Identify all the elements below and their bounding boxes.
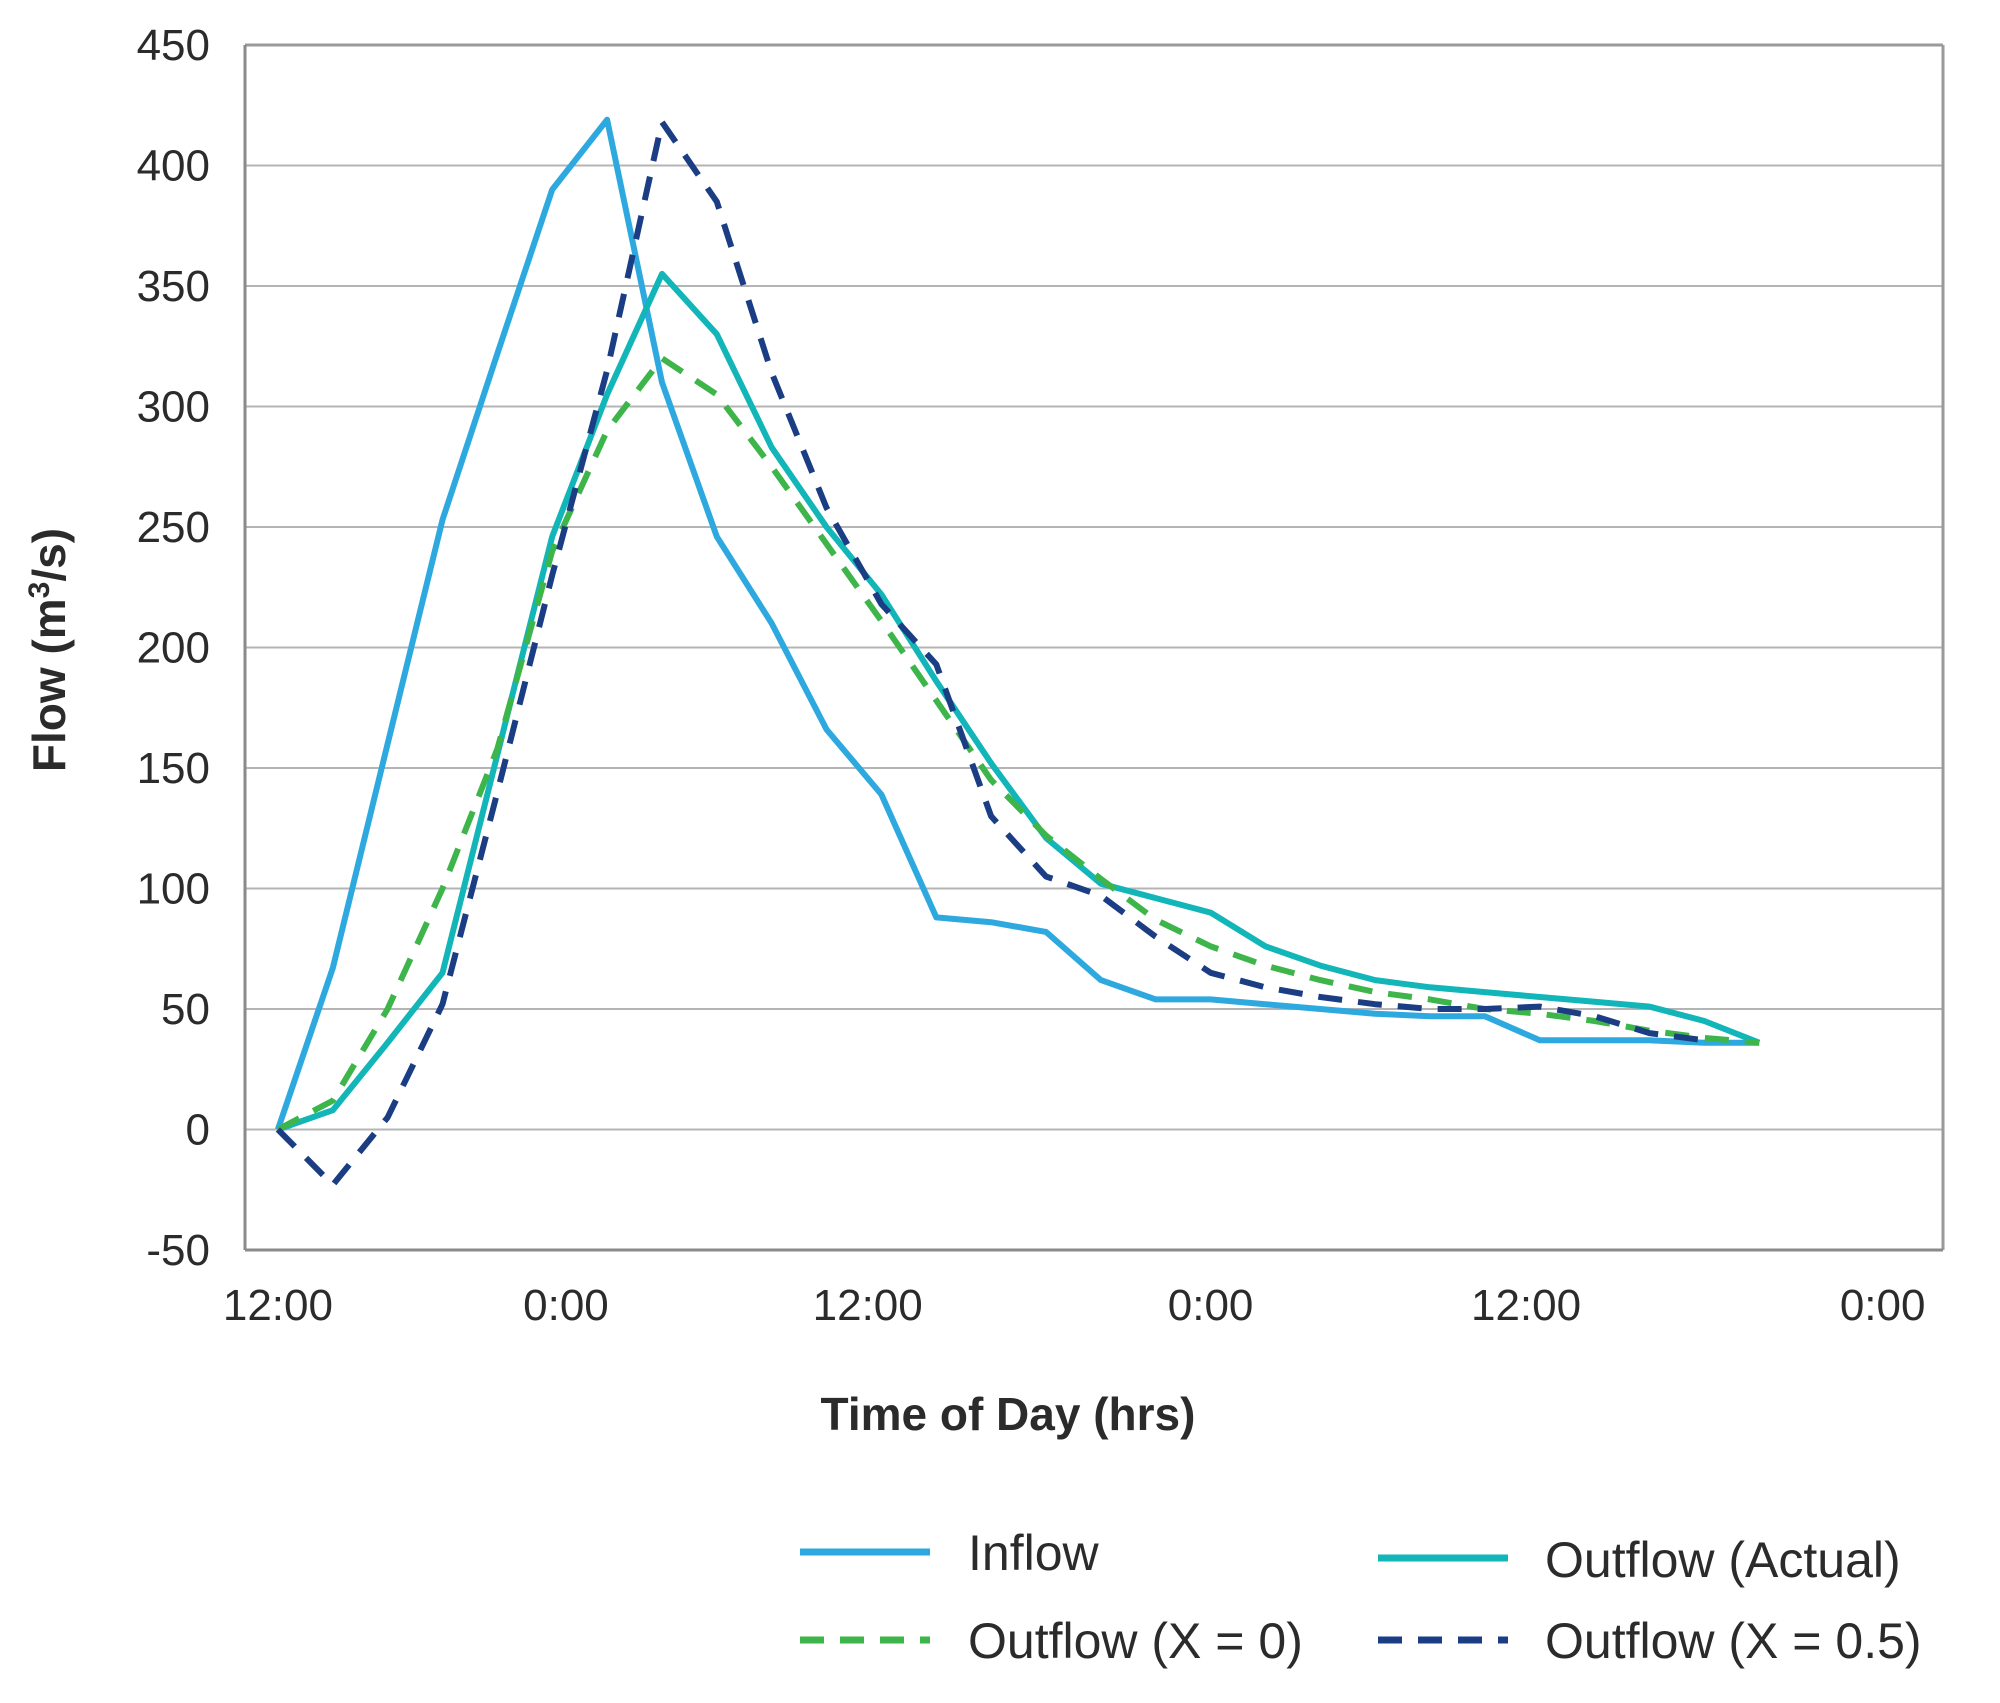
series-line-outflow-actual — [276, 270, 1761, 1133]
legend-label-outflow-x-0-5: Outflow (X = 0.5) — [1545, 1613, 1922, 1669]
x-axis-title: Time of Day (hrs) — [821, 1388, 1196, 1440]
legend-label-inflow: Inflow — [968, 1525, 1100, 1581]
y-tick-label: 400 — [137, 142, 210, 191]
x-tick-label: 0:00 — [1840, 1281, 1926, 1330]
y-axis-title-main: Flow (m — [23, 598, 75, 772]
y-axis-ticks: -50 0 50 100 150 200 250 300 350 400 450 — [137, 21, 210, 1275]
legend-label-outflow-x-0: Outflow (X = 0) — [968, 1613, 1303, 1669]
series-line-inflow — [275, 116, 1760, 1131]
x-tick-label: 0:00 — [1168, 1281, 1254, 1330]
x-axis-ticks: 12:00 0:00 12:00 0:00 12:00 0:00 — [223, 1281, 1926, 1330]
x-tick-label: 12:00 — [813, 1281, 923, 1330]
legend: Inflow Outflow (Actual) Outflow (X = 0) Out… — [800, 1525, 1922, 1669]
y-tick-label: 300 — [137, 383, 210, 432]
y-tick-label: 50 — [161, 985, 210, 1034]
y-tick-label: 200 — [137, 624, 210, 673]
y-tick-label: 0 — [186, 1106, 210, 1155]
y-tick-label: 450 — [137, 21, 210, 70]
x-tick-label: 12:00 — [223, 1281, 333, 1330]
grid — [245, 164, 1943, 1131]
y-tick-label: -50 — [146, 1226, 210, 1275]
series-line-outflow-x-0-5 — [275, 119, 1705, 1188]
y-tick-label: 150 — [137, 744, 210, 793]
y-axis-title: Flow (m3/s) — [23, 528, 75, 772]
y-axis-title-sup: 3 — [23, 582, 56, 599]
legend-label-outflow-actual: Outflow (Actual) — [1545, 1532, 1901, 1588]
plot-frame — [243, 43, 1945, 1252]
series-layer — [275, 116, 1761, 1188]
y-tick-label: 250 — [137, 503, 210, 552]
x-tick-label: 0:00 — [523, 1281, 609, 1330]
x-tick-label: 12:00 — [1471, 1281, 1581, 1330]
y-tick-label: 350 — [137, 262, 210, 311]
series-line-outflow-x-0 — [276, 355, 1760, 1133]
y-tick-label: 100 — [137, 865, 210, 914]
y-axis-title-end: /s) — [23, 528, 75, 582]
